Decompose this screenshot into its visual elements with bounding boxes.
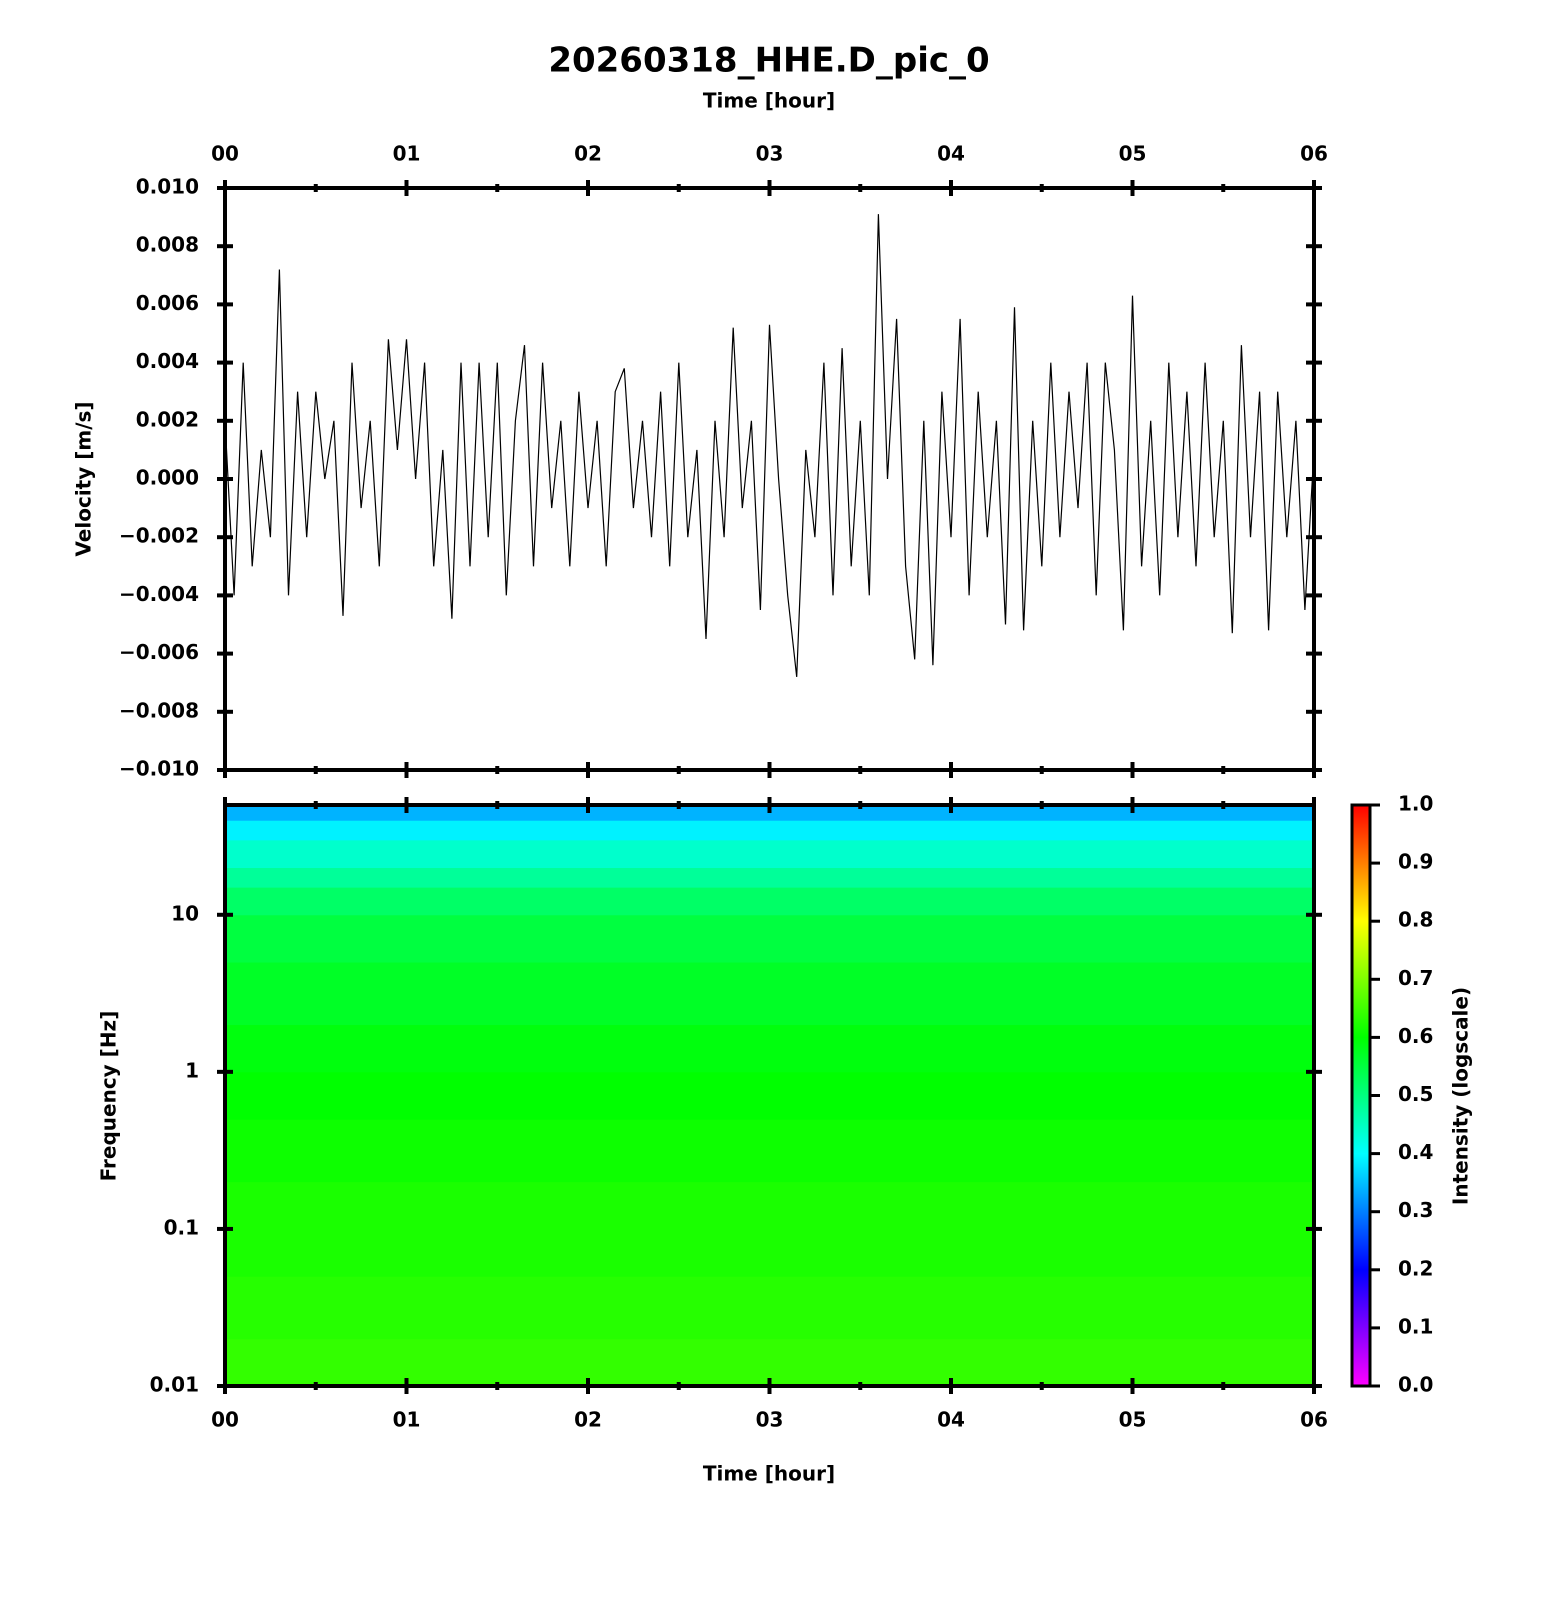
y-tick-label: −0.006 xyxy=(119,640,199,664)
colorbar-tick-label: 0.2 xyxy=(1398,1256,1433,1280)
y-tick-label: −0.010 xyxy=(119,757,199,781)
spectrogram-band xyxy=(225,867,1314,888)
spectrogram-band xyxy=(225,1119,1314,1183)
spectrogram-band xyxy=(225,1071,1314,1120)
y-tick-label: 1 xyxy=(185,1058,199,1082)
colorbar-tick-label: 0.1 xyxy=(1398,1314,1433,1338)
colorbar-tick-label: 0.9 xyxy=(1398,850,1433,874)
spectrogram-band xyxy=(225,1228,1314,1277)
x-tick-label: 02 xyxy=(574,1408,602,1432)
y-tick-label: 0.01 xyxy=(150,1373,199,1397)
x-tick-label: 01 xyxy=(393,142,421,166)
colorbar-tick-label: 0.3 xyxy=(1398,1198,1433,1222)
colorbar-tick-label: 0.6 xyxy=(1398,1024,1433,1048)
spectrogram-band xyxy=(225,1024,1314,1073)
x-tick-label: 00 xyxy=(211,1408,239,1432)
y-axis-label: Velocity [m/s] xyxy=(72,401,96,556)
colorbar-tick-label: 0.5 xyxy=(1398,1082,1433,1106)
y-tick-label: 0.1 xyxy=(164,1215,199,1239)
x-tick-label: 06 xyxy=(1300,142,1328,166)
colorbar-tick-label: 0.4 xyxy=(1398,1140,1433,1164)
colorbar-tick-label: 1.0 xyxy=(1398,792,1433,816)
colorbar-label: Intensity (logscale) xyxy=(1449,987,1473,1205)
x-tick-label: 04 xyxy=(937,1408,965,1432)
y-tick-label: 0.006 xyxy=(136,291,199,315)
x-tick-label: 02 xyxy=(574,142,602,166)
spectrogram-band xyxy=(225,1276,1314,1340)
colorbar-tick-label: 0.8 xyxy=(1398,908,1433,932)
x-tick-label: 04 xyxy=(937,142,965,166)
spectrogram-band xyxy=(225,820,1314,841)
spectrogram-band xyxy=(225,839,1314,869)
x-tick-label: 06 xyxy=(1300,1408,1328,1432)
y-tick-label: 0.010 xyxy=(136,175,199,199)
spectrogram-band xyxy=(225,914,1314,963)
colorbar-tick-label: 0.0 xyxy=(1398,1373,1433,1397)
colorbar-tick-label: 0.7 xyxy=(1398,966,1433,990)
y-tick-label: −0.008 xyxy=(119,698,199,722)
x-tick-label: 05 xyxy=(1119,142,1147,166)
y-tick-label: −0.004 xyxy=(119,582,199,606)
spectrogram-band xyxy=(225,962,1314,1026)
spectrogram-band xyxy=(225,1181,1314,1230)
plot-frame xyxy=(223,186,1316,772)
x-tick-label: 03 xyxy=(756,1408,784,1432)
y-tick-label: 10 xyxy=(171,901,199,925)
colorbar xyxy=(1350,803,1372,1388)
x-tick-label: 05 xyxy=(1119,1408,1147,1432)
x-axis-label: Time [hour] xyxy=(703,1462,835,1486)
y-tick-label: 0.000 xyxy=(136,466,199,490)
waveform xyxy=(224,214,1315,677)
y-tick-label: 0.004 xyxy=(136,349,199,373)
y-tick-label: −0.002 xyxy=(119,524,199,548)
x-axis-label: Time [hour] xyxy=(703,89,835,113)
spectrogram-band xyxy=(225,887,1314,916)
x-tick-label: 03 xyxy=(756,142,784,166)
x-tick-label: 01 xyxy=(393,1408,421,1432)
x-tick-label: 00 xyxy=(211,142,239,166)
y-tick-label: 0.008 xyxy=(136,233,199,257)
y-axis-label: Frequency [Hz] xyxy=(97,1011,121,1182)
y-tick-label: 0.002 xyxy=(136,407,199,431)
chart-title: 20260318_HHE.D_pic_0 xyxy=(548,41,989,81)
